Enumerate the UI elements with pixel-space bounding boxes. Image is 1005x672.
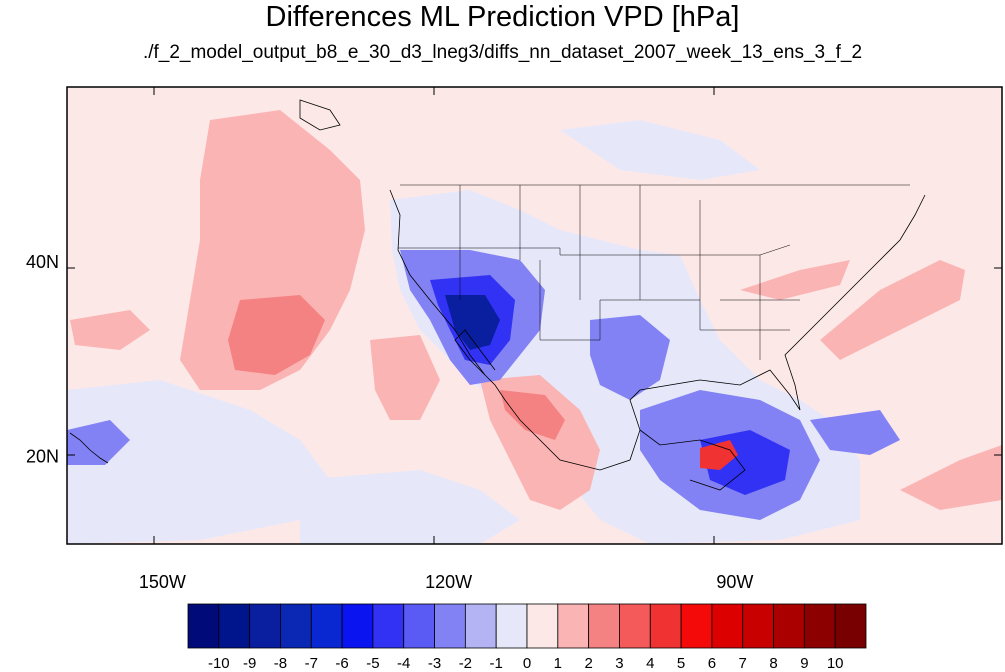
field-region-neg3-texas (590, 315, 670, 400)
colorbar-box-11 (526, 603, 559, 649)
colorbar-box-18 (742, 603, 774, 649)
state-borders (398, 184, 910, 360)
colorbar-box-2 (249, 603, 281, 649)
colorbar-box-21 (834, 603, 867, 649)
colorbar-label-16: 6 (708, 655, 716, 672)
field-region-pos2-ohio (740, 260, 850, 300)
colorbar-label-20: 10 (827, 655, 844, 672)
axis-ticks (67, 87, 1002, 544)
colorbar-label-5: -5 (366, 655, 379, 672)
colorbar-box-16 (680, 603, 713, 649)
page-subtitle: ./f_2_model_output_b8_e_30_d3_lneg3/diff… (142, 42, 863, 63)
colorbar-label-0: -10 (208, 655, 230, 672)
colorbar-box-0 (187, 603, 220, 649)
colorbar: -10 -9 -8 -7 -6 -5 -4 -3 -2 -1 0 1 2 3 4 5 6 7 8 9 10 (187, 603, 867, 672)
colorbar-box-17 (711, 603, 744, 649)
colorbar-label-3: -7 (305, 655, 318, 672)
field-region-pos2-west-small (70, 310, 150, 350)
colorbar-label-11: 1 (554, 655, 562, 672)
field-region-pos3-pacific-core (228, 295, 325, 375)
colorbar-box-8 (434, 603, 466, 649)
field-region-neg1-south (300, 470, 520, 544)
lon-tick-label-0: 150W (139, 572, 186, 592)
field-region-pos3-mexico-core (500, 390, 565, 440)
map-panel: 150W 120W 90W 40N 20N (26, 86, 1003, 592)
colorbar-box-7 (403, 603, 435, 649)
colorbar-label-13: 3 (615, 655, 623, 672)
colorbar-label-2: -8 (274, 655, 287, 672)
colorbar-box-15 (649, 603, 682, 649)
colorbar-box-19 (773, 603, 805, 649)
colorbar-label-6: -4 (397, 655, 410, 672)
colorbar-box-6 (372, 603, 405, 649)
colorbar-label-17: 7 (739, 655, 747, 672)
colorbar-label-12: 2 (584, 655, 592, 672)
lat-tick-label-1: 20N (26, 446, 59, 466)
page-title: Differences ML Prediction VPD [hPa] (265, 1, 740, 33)
axis-tick-labels: 150W 120W 90W 40N 20N (26, 252, 753, 592)
colorbar-label-14: 4 (646, 655, 654, 672)
field-region-pos2-pacific-south (370, 335, 440, 420)
colorbar-label-19: 9 (800, 655, 808, 672)
lon-tick-label-2: 90W (716, 572, 753, 592)
colorbar-box-5 (341, 603, 374, 649)
field-region-neg3-sw-pacific (67, 420, 130, 465)
field-region-pos5-yucatan (700, 440, 738, 470)
colorbar-label-7: -3 (428, 655, 441, 672)
field-region-pos2-atlantic (820, 260, 965, 360)
field-region-neg8-southwest-core (445, 295, 500, 350)
colorbar-box-20 (803, 603, 836, 649)
colorbar-label-8: -2 (459, 655, 472, 672)
colorbar-box-3 (280, 603, 312, 649)
colorbar-box-1 (218, 603, 251, 649)
colorbar-box-4 (310, 603, 343, 649)
colorbar-box-9 (464, 603, 497, 649)
coastlines (69, 99, 926, 491)
colorbar-label-4: -6 (335, 655, 348, 672)
vpd-field (67, 110, 1002, 544)
colorbar-box-14 (619, 603, 651, 649)
field-region-pos2-east-atlantic (900, 445, 1002, 510)
field-region-neg1-ne (560, 120, 760, 180)
colorbar-label-18: 8 (769, 655, 777, 672)
field-region-neg3-caribbean (810, 410, 900, 455)
colorbar-label-1: -9 (243, 655, 256, 672)
colorbar-label-9: -1 (490, 655, 503, 672)
colorbar-label-15: 5 (677, 655, 685, 672)
lat-tick-label-0: 40N (26, 252, 59, 272)
colorbar-box-13 (588, 603, 620, 649)
map-frame (66, 86, 1003, 545)
lon-tick-label-1: 120W (425, 572, 472, 592)
colorbar-box-12 (557, 603, 590, 649)
colorbar-box-10 (495, 603, 528, 649)
field-region-neg1-west (67, 380, 330, 544)
colorbar-label-10: 0 (523, 655, 531, 672)
